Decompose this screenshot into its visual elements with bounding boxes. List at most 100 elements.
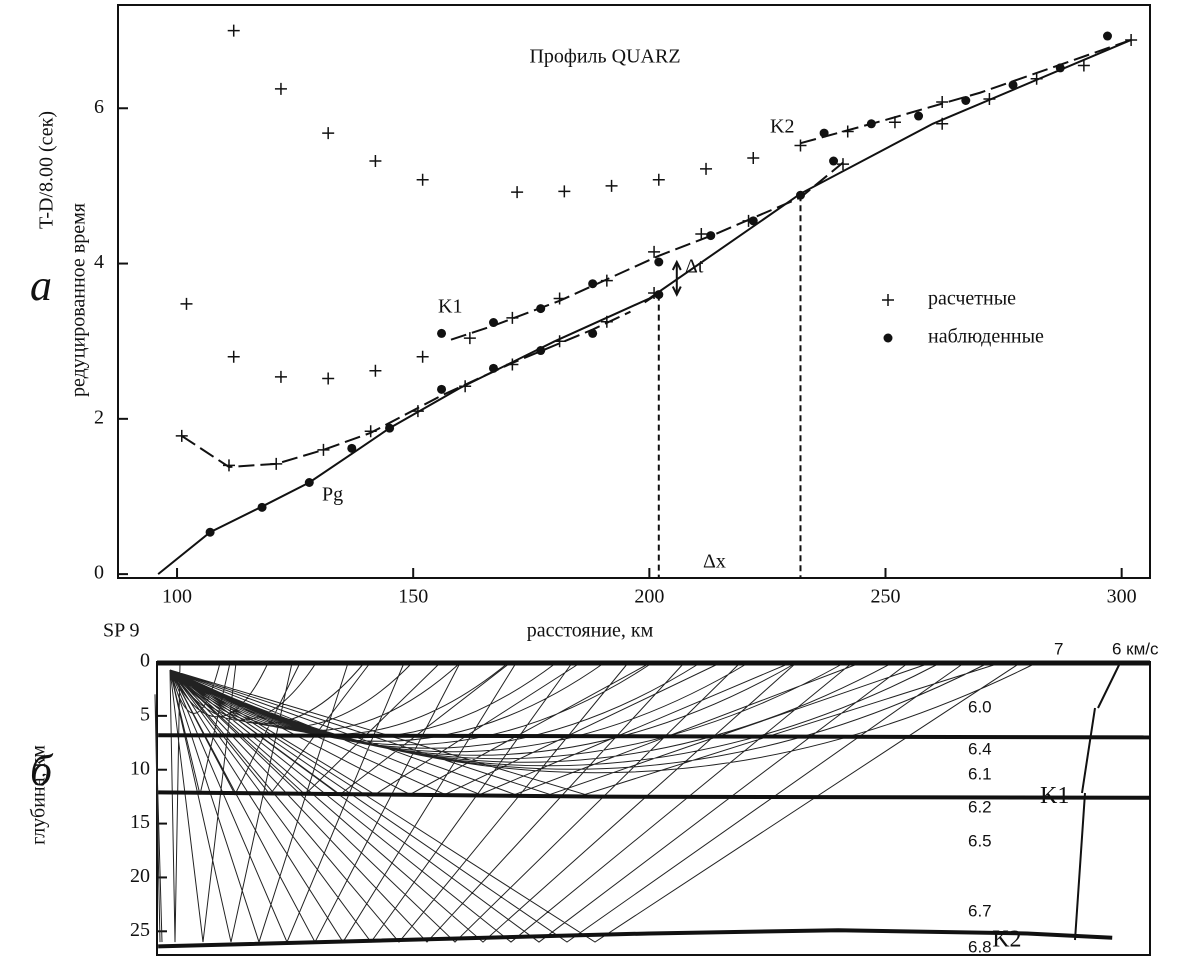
y-tick-label: 0 [140,650,150,672]
travel-time-curve [800,38,1132,145]
star-marker [488,318,498,328]
star-marker [883,333,893,343]
plus-marker [1077,59,1090,72]
plus-marker [605,179,618,192]
plus-marker [369,364,382,377]
velocity-contour [1074,662,1121,941]
panel-label: а [30,261,52,310]
plus-marker [416,173,429,186]
star-marker [1008,80,1018,90]
star-marker [914,111,924,121]
star-marker [1055,63,1065,73]
plus-marker [747,151,760,164]
y-tick-label: 0 [94,562,104,584]
plus-marker [227,24,240,37]
chart-title: Профиль QUARZ [529,46,680,68]
star-marker [488,363,498,373]
velocity-label: 6.8 [968,937,992,956]
velocity-label: 6.2 [968,797,992,816]
y-tick-label: 20 [130,865,150,887]
plus-marker [652,173,665,186]
interface [158,790,1151,800]
interface [158,928,1113,949]
y-tick-label: 4 [94,251,104,273]
x-tick-label: 100 [162,586,192,608]
y-axis-label: редуцированное время [68,203,90,397]
star-marker [304,478,314,487]
star-marker [588,328,598,338]
plus-marker [600,315,613,328]
plus-marker [463,332,476,345]
interface [158,733,1151,740]
plot-frame [117,4,1151,579]
plus-marker [558,185,571,198]
x-tick-label: 150 [398,586,428,608]
plus-marker [1125,33,1138,46]
y-tick-label: 15 [130,811,150,833]
plus-marker [222,459,235,472]
plus-marker [553,335,566,348]
interface-label: K2 [992,926,1021,952]
plus-marker [888,116,901,129]
x-tick-label: 250 [871,586,901,608]
plus-marker [506,311,519,324]
velocity-label: 6.5 [968,831,992,850]
travel-time-curve [157,39,1132,575]
plus-marker [841,125,854,138]
star-marker [819,128,829,138]
legend-label: расчетные [928,288,1016,310]
y-tick-label: 5 [140,703,150,725]
y-tick-label: 6 [94,96,104,118]
y-tick-label: 10 [130,757,150,779]
annotation: Δx [703,551,726,573]
plus-marker [369,155,382,168]
x-tick-label: 200 [634,586,664,608]
y-axis-label: T-D/8.00 (сек) [36,111,58,229]
star-marker [347,443,357,453]
velocity-label: 6 км/с [1112,639,1159,658]
plus-marker [459,380,472,393]
star-marker [536,304,546,314]
plus-marker [322,372,335,385]
interface-label: K1 [1040,783,1069,809]
plus-marker [274,370,287,383]
star-marker [536,346,546,356]
travel-time-curve [450,161,844,341]
velocity-label: 6.4 [968,739,992,758]
star-marker [866,119,876,129]
star-marker [706,231,716,241]
star-marker [1102,31,1112,41]
y-tick-label: 2 [94,406,104,428]
annotation: K2 [770,116,794,138]
y-tick-label: 25 [130,919,150,941]
star-marker [257,502,267,512]
x-axis-label: расстояние, км [527,620,654,642]
velocity-label: 6.7 [968,901,992,920]
plus-marker [317,443,330,456]
plus-marker [1030,72,1043,85]
star-marker [795,190,805,200]
star-marker [961,96,971,105]
annotation: Pg [322,484,343,506]
panel-label: б [30,746,54,795]
plus-marker [553,292,566,305]
travel-time-curve [181,292,660,468]
legend-label: наблюденные [928,326,1044,348]
x-tick-label: 300 [1107,586,1137,608]
star-marker [654,290,664,300]
plus-marker [411,405,424,418]
annotation: K1 [438,296,462,318]
plus-marker [600,274,613,287]
y-axis-label: глубина, км [28,745,50,845]
star-marker [385,423,395,433]
velocity-label: 6.1 [968,764,992,783]
star-marker [205,527,215,537]
plus-marker [175,429,188,442]
source-label: SP 9 [103,620,140,642]
plus-marker [882,294,894,306]
plus-marker [180,297,193,310]
star-marker [437,384,447,394]
plus-marker [511,186,524,199]
profile-frame [156,661,1151,956]
plus-marker [364,425,377,438]
